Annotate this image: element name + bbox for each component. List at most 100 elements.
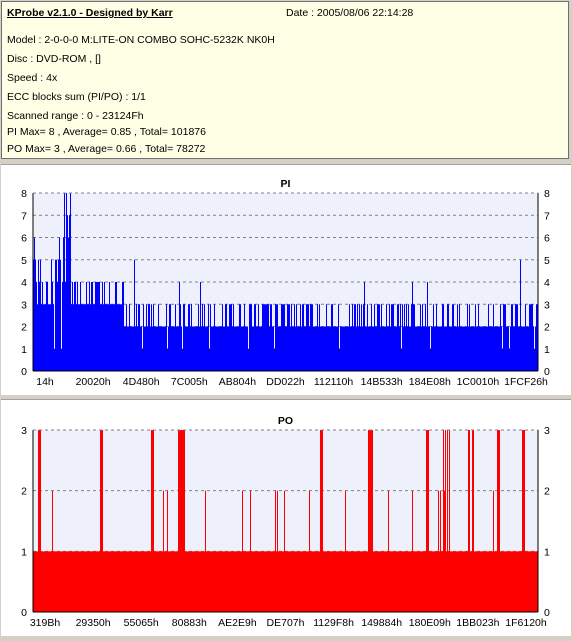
data-bar [66,551,67,612]
data-bar [368,430,369,612]
data-bar [371,304,372,371]
data-bar [148,304,149,371]
data-bar [109,551,110,612]
data-bar [341,326,342,371]
data-bar [39,282,40,371]
data-bar [299,326,300,371]
data-bar [516,304,517,371]
data-bar [229,551,230,612]
data-bar [213,551,214,612]
data-bar [111,304,112,371]
data-bar [475,551,476,612]
data-bar [483,326,484,371]
data-bar [62,551,63,612]
data-bar [410,326,411,371]
x-tick-label: 319Bh [30,617,61,629]
data-bar [308,304,309,371]
data-bar [442,304,443,371]
data-bar [85,304,86,371]
data-bar [124,326,125,371]
data-bar [510,326,511,371]
data-bar [485,326,486,371]
data-bar [253,326,254,371]
data-bar [217,551,218,612]
data-bar [375,551,376,612]
data-bar [304,551,305,612]
data-bar [142,551,143,612]
data-bar [251,304,252,371]
data-bar [395,326,396,371]
data-bar [228,551,229,612]
data-bar [172,551,173,612]
y-tick-label-left: 1 [21,546,27,558]
data-bar [182,430,183,612]
data-bar [510,551,511,612]
data-bar [498,326,499,371]
data-bar [343,551,344,612]
data-bar [186,326,187,371]
data-bar [173,551,174,612]
data-bar [472,430,473,612]
data-bar [328,326,329,371]
data-bar [392,551,393,612]
data-bar [362,551,363,612]
data-bar [105,304,106,371]
data-bar [338,304,339,371]
data-bar [259,551,260,612]
data-bar [486,326,487,371]
data-bar [81,304,82,371]
data-bar [493,304,494,371]
data-bar [59,551,60,612]
data-bar [317,551,318,612]
data-bar [450,326,451,371]
data-bar [421,551,422,612]
data-bar [243,326,244,371]
data-bar [124,551,125,612]
data-bar [79,304,80,371]
data-bar [335,326,336,371]
data-bar [282,551,283,612]
data-bar [479,551,480,612]
data-bar [469,304,470,371]
data-bar [122,282,123,371]
data-bar [132,326,133,371]
data-bar [75,282,76,371]
data-bar [141,551,142,612]
data-bar [480,551,481,612]
data-bar [439,326,440,371]
data-bar [231,551,232,612]
data-bar [471,326,472,371]
y-tick-label-right: 0 [544,607,550,619]
data-bar [69,215,70,371]
data-bar [481,326,482,371]
model-line: Model : 2-0-0-0 M:LITE-ON COMBO SOHC-523… [7,34,275,46]
data-bar [435,326,436,371]
data-bar [226,551,227,612]
data-bar [107,551,108,612]
data-bar [334,551,335,612]
data-bar [297,326,298,371]
data-bar [106,551,107,612]
data-bar [131,551,132,612]
data-bar [79,551,80,612]
data-bar [101,304,102,371]
data-bar [370,430,371,612]
data-bar [523,326,524,371]
data-bar [157,326,158,371]
data-bar [321,326,322,371]
data-bar [429,551,430,612]
data-bar [433,304,434,371]
data-bar [342,326,343,371]
data-bar [234,551,235,612]
data-bar [77,551,78,612]
data-bar [292,326,293,371]
data-bar [509,348,510,371]
data-bar [108,304,109,371]
data-bar [175,551,176,612]
data-bar [395,551,396,612]
data-bar [82,551,83,612]
data-bar [456,551,457,612]
data-bar [165,326,166,371]
data-bar [268,551,269,612]
data-bar [115,282,116,371]
